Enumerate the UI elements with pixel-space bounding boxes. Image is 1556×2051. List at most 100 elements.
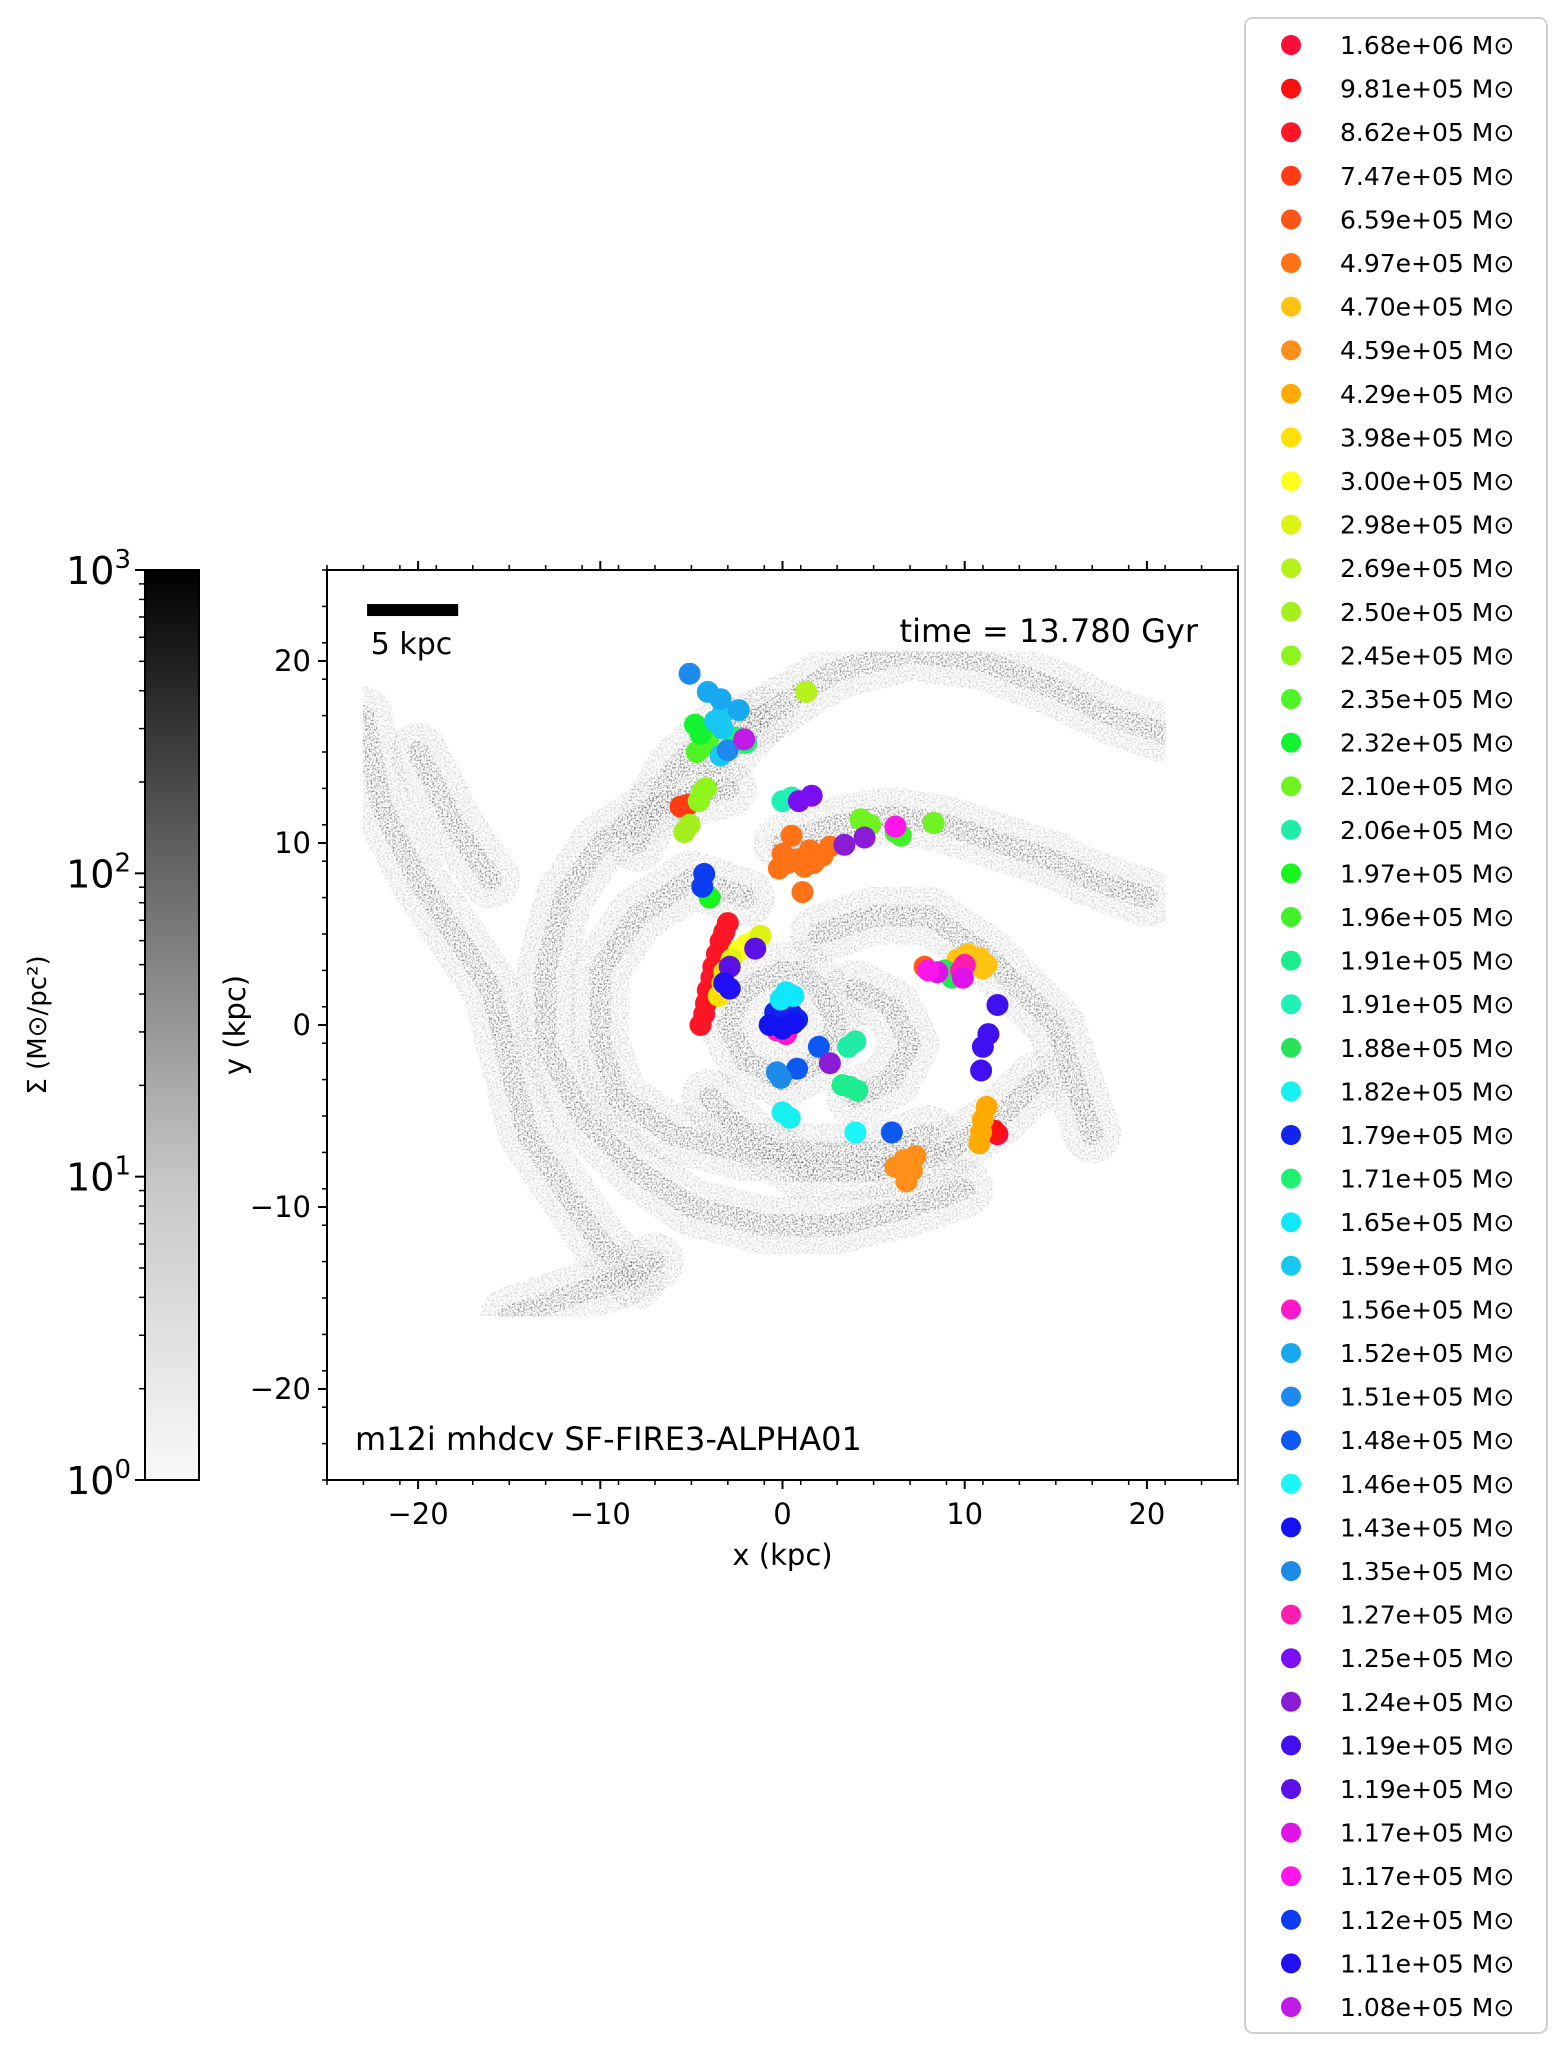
cluster-point [837, 1035, 860, 1058]
legend-item: 2.32e+05 M⊙ [1281, 729, 1514, 758]
legend-marker [1281, 863, 1301, 884]
legend: 1.68e+06 M⊙ 9.81e+05 M⊙ 8.62e+05 M⊙ 7.47e+0… [1244, 17, 1548, 2034]
legend-label: 1.46e+05 M⊙ [1340, 1470, 1514, 1499]
density-arm-core [498, 1250, 666, 1328]
legend-item: 4.97e+05 M⊙ [1281, 249, 1514, 278]
legend-label: 3.98e+05 M⊙ [1340, 423, 1514, 452]
cluster-point [846, 1079, 869, 1102]
legend-item: 1.82e+05 M⊙ [1281, 1077, 1514, 1106]
legend-label: 2.50e+05 M⊙ [1340, 598, 1514, 627]
legend-item: 1.48e+05 M⊙ [1281, 1426, 1514, 1455]
cluster-point [844, 1121, 867, 1144]
legend-label: 2.45e+05 M⊙ [1340, 641, 1514, 670]
axis-ticks: −20 −10 0 10 20 −20 −10 0 10 20 [250, 561, 1239, 1531]
legend-marker [1281, 471, 1301, 491]
legend-label: 1.48e+05 M⊙ [1340, 1426, 1514, 1455]
legend-label: 1.91e+05 M⊙ [1340, 947, 1514, 976]
legend-label: 1.17e+05 M⊙ [1340, 1862, 1514, 1891]
legend-marker [1281, 994, 1301, 1015]
legend-label: 4.29e+05 M⊙ [1340, 380, 1514, 409]
legend-label: 1.68e+06 M⊙ [1340, 31, 1514, 60]
legend-marker [1281, 1866, 1301, 1887]
colorbar-tick-label: 100 [66, 1455, 131, 1503]
legend-item: 1.51e+05 M⊙ [1281, 1383, 1514, 1412]
legend-marker [1281, 1430, 1301, 1451]
legend-marker [1281, 689, 1301, 709]
legend-item: 1.25e+05 M⊙ [1281, 1644, 1514, 1673]
legend-marker [1281, 1386, 1301, 1407]
legend-label: 1.17e+05 M⊙ [1340, 1819, 1514, 1848]
legend-label: 1.27e+05 M⊙ [1340, 1601, 1514, 1630]
scale-bar-label: 5 kpc [371, 627, 453, 662]
colorbar-tick-exp: 2 [114, 848, 131, 878]
density-arm-core [771, 804, 1158, 909]
legend-label: 1.25e+05 M⊙ [1340, 1644, 1514, 1673]
cluster-point [807, 1035, 830, 1058]
legend-item: 4.70e+05 M⊙ [1281, 293, 1514, 322]
density-arm-core [698, 1068, 1049, 1182]
legend-label: 1.43e+05 M⊙ [1340, 1513, 1514, 1542]
legend-marker [1281, 122, 1301, 143]
cluster-point [786, 1057, 809, 1080]
legend-label: 4.97e+05 M⊙ [1340, 249, 1514, 278]
legend-marker [1281, 1691, 1301, 1712]
legend-label: 4.59e+05 M⊙ [1340, 336, 1514, 365]
legend-marker [1281, 950, 1301, 971]
scale-bar [367, 604, 459, 617]
legend-item: 2.98e+05 M⊙ [1281, 511, 1514, 540]
legend-marker [1281, 1779, 1301, 1799]
legend-item: 1.52e+05 M⊙ [1281, 1339, 1514, 1368]
legend-label: 1.96e+05 M⊙ [1340, 903, 1514, 932]
legend-marker [1281, 165, 1301, 186]
y-tick-label: 10 [274, 826, 311, 860]
legend-item: 1.91e+05 M⊙ [1281, 990, 1514, 1019]
legend-label: 2.06e+05 M⊙ [1340, 816, 1514, 845]
legend-item: 1.56e+05 M⊙ [1281, 1295, 1514, 1324]
legend-marker [1281, 1081, 1301, 1102]
density-arm-core [407, 741, 502, 891]
legend-label: 1.12e+05 M⊙ [1340, 1906, 1514, 1935]
legend-label: 1.19e+05 M⊙ [1340, 1731, 1514, 1760]
cluster-point [968, 1132, 991, 1155]
cluster-point [691, 875, 714, 898]
legend-label: 8.62e+05 M⊙ [1340, 118, 1514, 147]
y-tick-label: 20 [274, 644, 311, 678]
cluster-point [782, 1012, 805, 1035]
legend-marker [1281, 1473, 1301, 1494]
y-tick-label: −20 [250, 1372, 311, 1406]
legend-marker [1281, 1343, 1301, 1363]
x-tick-label: 10 [946, 1497, 983, 1531]
legend-label: 1.59e+05 M⊙ [1340, 1252, 1514, 1281]
cluster-point [782, 984, 805, 1007]
cluster-point [971, 957, 994, 980]
cluster-point [853, 826, 876, 849]
cluster-point [716, 739, 739, 762]
cluster-point [780, 824, 803, 847]
cluster-point [900, 1159, 923, 1182]
legend-marker [1281, 1735, 1301, 1756]
legend-item: 4.59e+05 M⊙ [1281, 336, 1514, 365]
legend-marker [1281, 645, 1301, 666]
legend-item: 1.68e+06 M⊙ [1281, 31, 1514, 60]
legend-item: 3.00e+05 M⊙ [1281, 467, 1514, 496]
legend-marker [1281, 1517, 1301, 1538]
legend-marker [1281, 1168, 1301, 1189]
legend-marker [1281, 383, 1301, 404]
y-tick-label: 0 [293, 1008, 311, 1042]
legend-marker [1281, 1997, 1301, 2017]
legend-label: 1.08e+05 M⊙ [1340, 1993, 1514, 2022]
cluster-point [970, 1059, 993, 1082]
simulation-label: m12i mhdcv SF-FIRE3-ALPHA01 [355, 1420, 862, 1458]
star-clusters [669, 662, 1009, 1193]
cluster-point [678, 813, 701, 836]
cluster-point [744, 937, 767, 960]
colorbar-tick-exp: 0 [114, 1455, 131, 1485]
density-arm-core [807, 904, 1104, 1146]
legend-item: 1.17e+05 M⊙ [1281, 1862, 1514, 1891]
legend-label: 2.35e+05 M⊙ [1340, 685, 1514, 714]
legend-item: 1.59e+05 M⊙ [1281, 1252, 1514, 1281]
legend-label: 1.97e+05 M⊙ [1340, 859, 1514, 888]
legend-label: 2.10e+05 M⊙ [1340, 772, 1514, 801]
legend-item: 1.71e+05 M⊙ [1281, 1165, 1514, 1194]
